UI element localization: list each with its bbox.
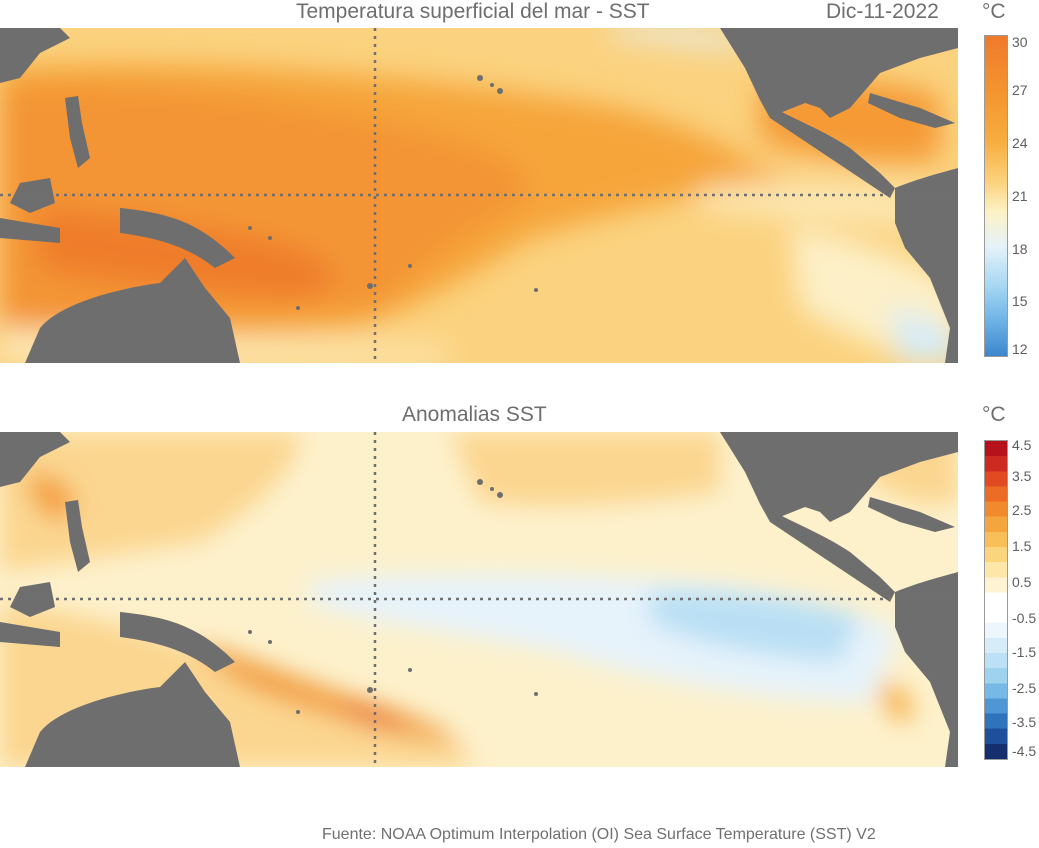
sst-colorbar-tick: 27 xyxy=(1012,82,1028,98)
sst-colorbar-tick: 24 xyxy=(1012,135,1028,151)
anomaly-colorbar-tick: -0.5 xyxy=(1012,610,1037,626)
sst-date-label: Dic-11-2022 xyxy=(826,0,939,23)
anomaly-colorbar-tick: -1.5 xyxy=(1012,644,1037,660)
anomaly-colorbar-tick: -4.5 xyxy=(1012,743,1037,759)
sst-colorbar-tick: 18 xyxy=(1012,241,1028,257)
anomaly-colorbar-tick: 3.5 xyxy=(1012,468,1032,484)
sst-map-title: Temperatura superficial del mar - SST xyxy=(296,0,650,23)
land-masses xyxy=(0,28,958,363)
anomaly-unit-label: °C xyxy=(982,403,1006,426)
anomaly-colorbar-tick: 1.5 xyxy=(1012,538,1032,554)
sst-colorbar-tick: 21 xyxy=(1012,188,1028,204)
sst-map xyxy=(0,28,958,363)
sst-colorbar-tick: 30 xyxy=(1012,34,1028,50)
land-masses xyxy=(0,432,958,767)
sst-colorbar-tick: 15 xyxy=(1012,293,1028,309)
anomaly-colorbar-tick: -2.5 xyxy=(1012,680,1037,696)
anomaly-colorbar-tick: 0.5 xyxy=(1012,574,1032,590)
anomaly-map-title: Anomalias SST xyxy=(402,403,547,426)
data-source-caption: Fuente: NOAA Optimum Interpolation (OI) … xyxy=(322,826,876,843)
sst-colorbar xyxy=(984,35,1008,357)
sst-colorbar-tick: 12 xyxy=(1012,341,1028,357)
anomaly-colorbar-tick: 4.5 xyxy=(1012,437,1032,453)
anomaly-colorbar xyxy=(984,440,1008,760)
sst-unit-label: °C xyxy=(982,0,1006,23)
anomaly-colorbar-tick: -3.5 xyxy=(1012,714,1037,730)
anomaly-colorbar-tick: 2.5 xyxy=(1012,502,1032,518)
anomaly-map xyxy=(0,432,958,767)
